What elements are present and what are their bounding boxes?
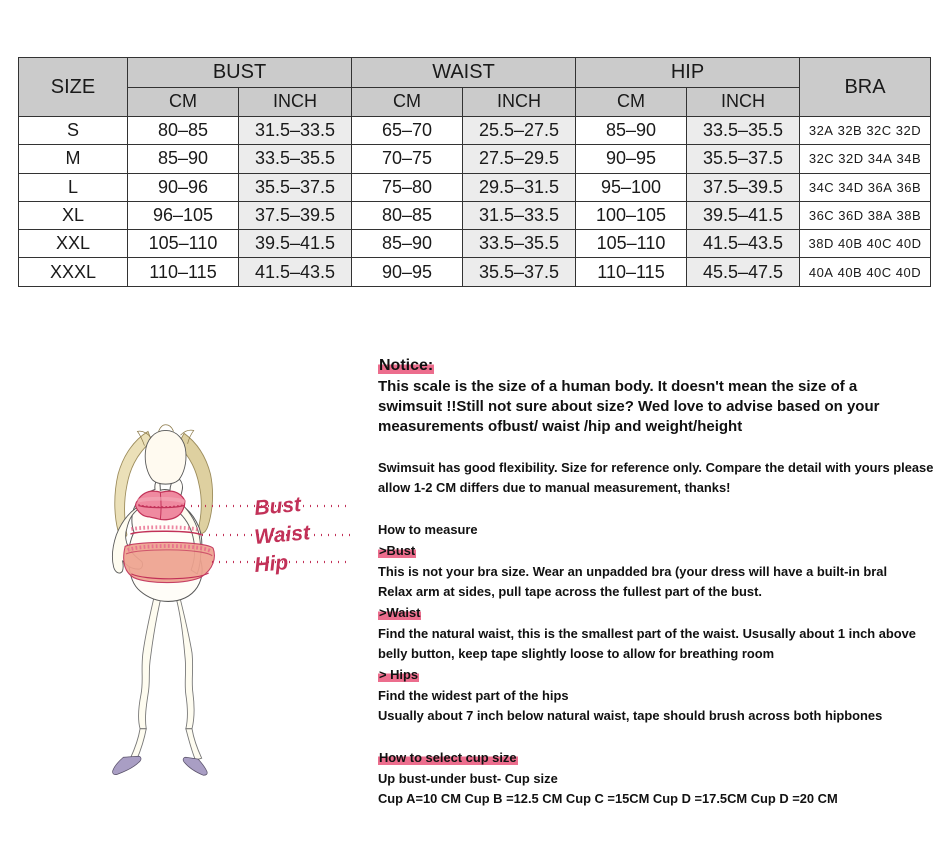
svg-text:Hip: Hip <box>253 551 289 577</box>
svg-text:Bust: Bust <box>253 493 302 520</box>
svg-text:Waist: Waist <box>253 521 311 549</box>
